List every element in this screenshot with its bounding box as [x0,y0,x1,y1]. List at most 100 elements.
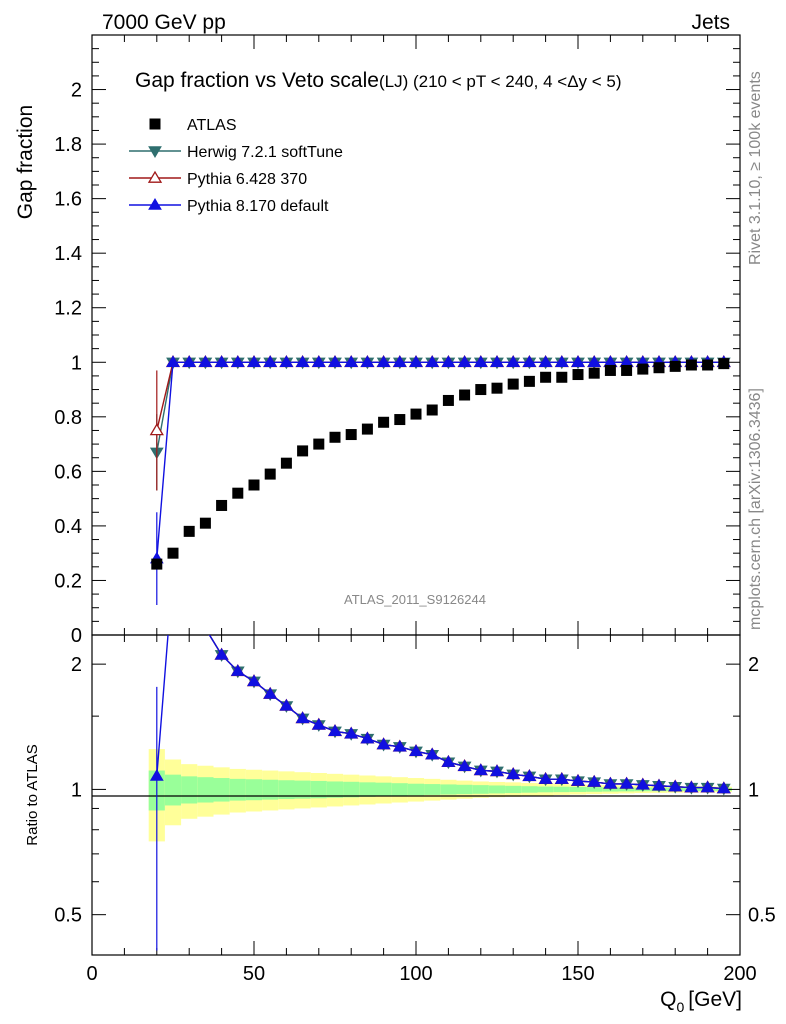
atlas-data-point [556,371,568,383]
atlas-data-point [588,367,600,379]
pythia-8-170-default-point [214,355,229,367]
x-axis-label: Q0 [GeV] [660,988,742,1015]
atlas-data-point [718,358,730,370]
ratio-y-axis-label: Ratio to ATLAS [24,744,41,845]
legend-label: Pythia 6.428 370 [187,171,307,188]
header-left: 7000 GeV pp [102,11,226,34]
atlas-data-point [604,364,616,376]
y-tick-label: 2 [71,80,82,102]
legend-marker [147,170,163,183]
atlas-data-point [264,468,276,480]
atlas-data-point [151,558,163,570]
pythia-8-170-default-ratio-point [230,664,245,676]
ratio-tick-label-right: 2 [748,654,759,676]
x-tick-label: 200 [723,963,756,985]
pythia-8-170-default-point [538,355,553,367]
y-tick-label: 1 [71,352,82,374]
pythia-8-170-default-ratio-point [538,772,553,784]
inner-uncertainty-band [229,778,246,801]
atlas-data-point [199,517,211,529]
ratio-tick-label: 2 [71,654,82,676]
pythia-8-170-default-point [328,355,342,367]
pythia-8-170-default-point [182,355,197,367]
inner-uncertainty-band [521,786,538,793]
inner-uncertainty-band [424,784,441,795]
legend-marker [148,198,162,210]
inner-uncertainty-band [262,779,279,800]
inner-uncertainty-band [407,783,425,796]
legend-label: Herwig 7.2.1 softTune [187,144,343,161]
pythia-8-170-default-ratio-point [506,767,521,780]
inner-uncertainty-band [164,774,182,806]
pythia-8-170-default-ratio-point [344,726,359,739]
x-axis-label-q: Q [660,988,676,1011]
pythia-8-170-default-ratio-point [603,776,618,789]
pythia-8-170-default-point [441,355,456,367]
pythia-8-170-default-ratio-point [522,769,537,781]
mcplots-label: mcplots.cern.ch [arXiv:1306.3436] [747,388,764,630]
pythia-8-170-default-point [473,355,488,367]
inner-uncertainty-band [278,780,295,800]
inner-uncertainty-band [359,782,376,797]
pythia-8-170-default-ratio-point [279,698,294,711]
inner-uncertainty-band [553,786,570,793]
atlas-data-point [621,364,633,376]
atlas-data-point [702,359,714,371]
atlas-data-point [216,499,228,511]
atlas-data-point [507,378,519,390]
atlas-data-point [426,404,438,416]
pythia-8-170-default-point [522,355,537,367]
atlas-data-point [329,431,341,443]
pythia-8-170-default-ratio-point [263,687,278,699]
inner-uncertainty-band [537,786,554,793]
x-axis-label-sub: 0 [677,999,685,1015]
pythia-8-170-default-point [344,355,359,367]
pythia-8-170-default-point [409,355,423,367]
atlas-data-point [297,445,309,457]
pythia-8-170-default-point [506,355,521,367]
pythia-8-170-default-point [263,355,278,367]
pythia-8-170-default-ratio-point [652,778,666,791]
pythia-8-170-default-point [279,355,294,367]
pythia-8-170-default-ratio-point [554,772,569,784]
legend: ATLAS Herwig 7.2.1 softTune Pythia 6.428 3… [129,117,343,215]
inner-uncertainty-band [181,776,198,804]
atlas-data-point [459,389,471,401]
atlas-data-point [540,371,552,383]
legend-label: Pythia 8.170 default [187,198,329,215]
y-tick-label: 1.2 [54,298,82,320]
pythia-8-170-default-ratio-point [360,731,375,744]
pythia-8-170-default-ratio-point [311,717,326,730]
atlas-data-point [313,438,325,450]
x-tick-label: 50 [243,963,265,985]
inner-uncertainty-band [569,786,587,792]
legend-marker [149,118,161,130]
inner-uncertainty-band [391,783,408,796]
pythia-8-170-default-ratio-point [473,763,488,776]
pythia-8-170-default-point [457,355,472,367]
pythia-8-170-default-ratio-point [668,779,683,792]
pythia-8-170-default-ratio-point [716,781,731,794]
atlas-data-point [523,375,535,387]
atlas-data-point [685,359,697,371]
pythia-8-170-default-ratio-point [490,764,504,777]
atlas-data-point [232,487,244,499]
inner-uncertainty-band [294,780,311,799]
pythia-8-170-default-ratio-point [441,755,456,767]
pythia-8-170-default-ratio-point [149,769,164,781]
pythia-8-170-default-point [571,355,585,367]
inner-uncertainty-band [245,779,263,801]
atlas-data-point [248,479,260,491]
pythia-8-170-default-ratio-point [214,647,229,660]
inner-uncertainty-band [488,785,506,794]
atlas-data-point [637,363,649,375]
inner-uncertainty-band [310,780,327,799]
inner-uncertainty-band [440,784,457,795]
y-tick-label: 1.8 [54,134,82,156]
uncertainty-bands [148,749,732,842]
pythia-8-170-default-ratio-point [457,759,472,772]
x-tick-label: 100 [399,963,432,985]
ratio-tick-label-right: 1 [748,779,759,801]
inner-uncertainty-band [326,781,344,798]
